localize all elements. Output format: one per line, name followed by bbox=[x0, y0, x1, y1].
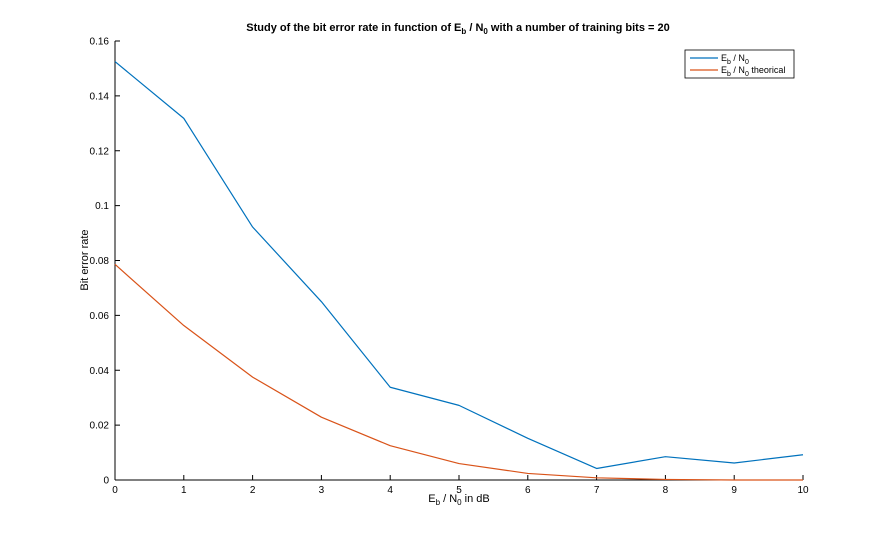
x-tick-label: 4 bbox=[387, 485, 393, 496]
x-tick-label: 3 bbox=[319, 485, 325, 496]
x-tick-label: 9 bbox=[731, 485, 737, 496]
x-tick-label: 8 bbox=[663, 485, 669, 496]
y-tick-label: 0.02 bbox=[90, 421, 110, 432]
x-axis-label: Eb / N0 in dB bbox=[428, 493, 490, 507]
x-tick-label: 10 bbox=[797, 485, 809, 496]
x-tick-label: 2 bbox=[250, 485, 256, 496]
axes bbox=[114, 41, 803, 481]
y-tick-label: 0.1 bbox=[95, 201, 109, 212]
y-ticks: 0 0.02 0.04 0.06 0.08 0.1 0.12 0.14 0.16 bbox=[90, 37, 120, 487]
y-tick-label: 0.14 bbox=[90, 91, 110, 102]
series-line-2 bbox=[114, 263, 803, 481]
series-lines bbox=[114, 61, 804, 481]
series-line-1 bbox=[114, 61, 804, 470]
legend-label-series-2: Eb / N0 theorical bbox=[721, 65, 785, 78]
chart-title: Study of the bit error rate in function … bbox=[246, 22, 669, 36]
legend: Eb / N0 Eb / N0 theorical bbox=[684, 49, 795, 79]
y-tick-label: 0.12 bbox=[90, 146, 110, 157]
y-tick-label: 0.06 bbox=[90, 311, 110, 322]
legend-label-series-1: Eb / N0 bbox=[721, 53, 749, 66]
x-ticks: 0 1 2 3 4 5 6 7 8 9 10 bbox=[112, 475, 809, 496]
y-tick-label: 0.08 bbox=[90, 256, 110, 267]
legend-box bbox=[684, 49, 795, 79]
x-tick-label: 7 bbox=[594, 485, 600, 496]
x-tick-label: 0 bbox=[112, 485, 118, 496]
x-tick-label: 6 bbox=[525, 485, 531, 496]
x-tick-label: 5 bbox=[456, 485, 462, 496]
y-tick-label: 0.04 bbox=[90, 366, 110, 377]
y-tick-label: 0 bbox=[103, 476, 109, 487]
x-tick-label: 1 bbox=[181, 485, 187, 496]
y-axis-label: Bit error rate bbox=[79, 229, 91, 290]
y-tick-label: 0.16 bbox=[90, 37, 110, 48]
